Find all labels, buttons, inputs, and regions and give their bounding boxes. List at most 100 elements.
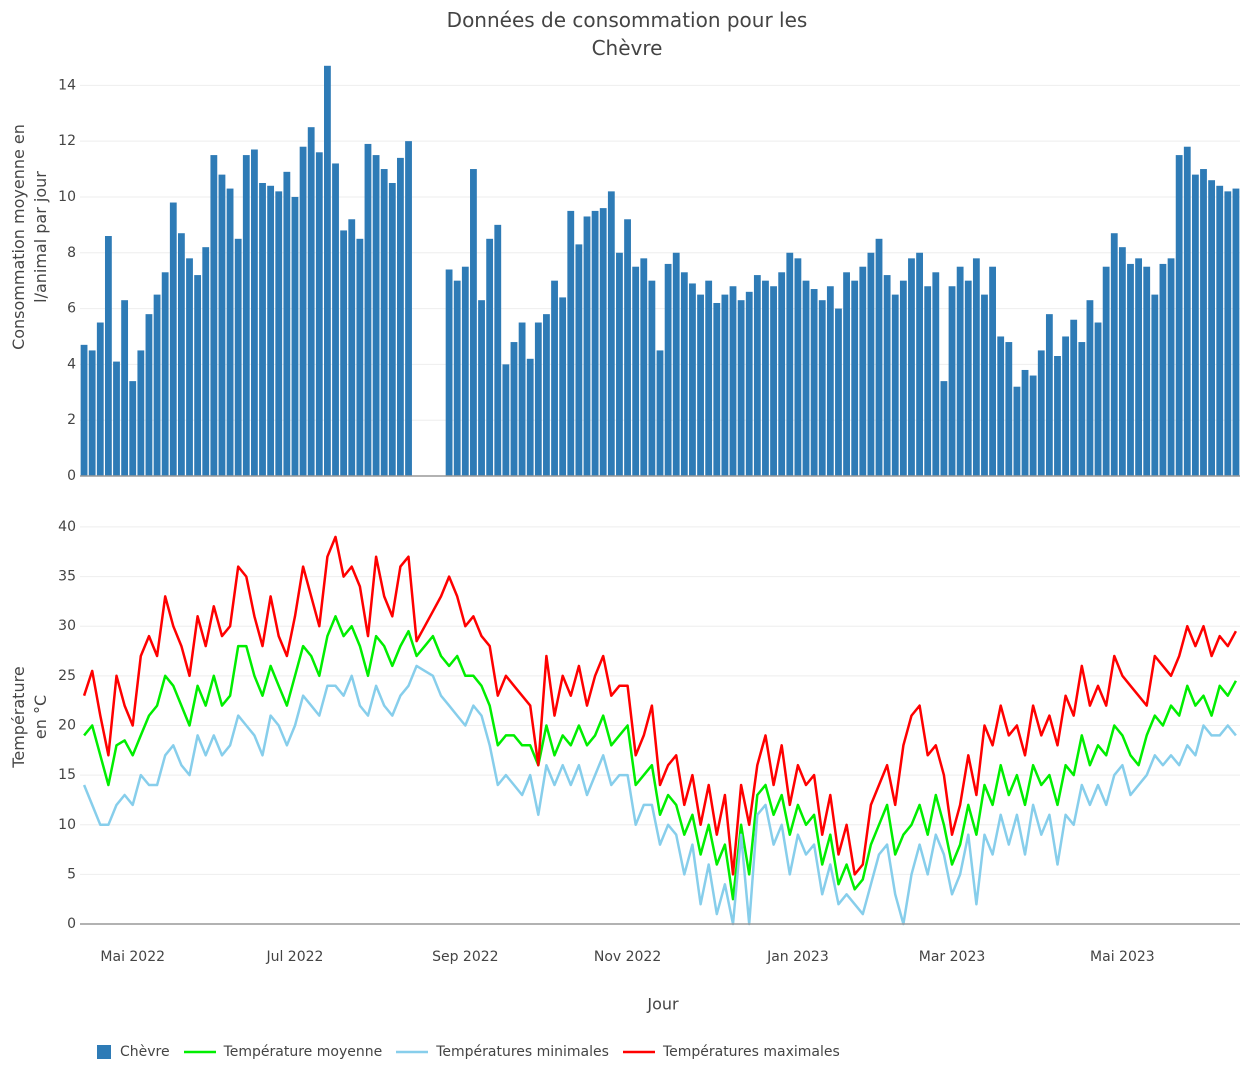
bar xyxy=(177,233,185,476)
y-tick-label: 40 xyxy=(58,519,76,535)
x-tick-label: Jul 2022 xyxy=(265,949,323,965)
bar xyxy=(607,191,615,476)
bar xyxy=(794,258,802,476)
bar xyxy=(1135,258,1143,476)
bar xyxy=(1029,375,1037,476)
line xyxy=(83,615,1237,901)
bar xyxy=(624,219,631,476)
bar xyxy=(145,314,153,476)
bar xyxy=(964,280,972,476)
bar xyxy=(137,350,145,476)
legend-item[interactable]: Température moyenne xyxy=(183,1044,383,1060)
legend-item[interactable]: Chèvre xyxy=(96,1044,170,1060)
bar xyxy=(1143,266,1151,476)
y-tick-label: 0 xyxy=(67,468,76,484)
bar xyxy=(753,275,761,476)
bar xyxy=(583,216,591,476)
bar xyxy=(908,258,915,476)
legend: Chèvre Température moyenne Températures mi… xyxy=(96,1044,840,1060)
bar xyxy=(1118,247,1126,476)
bar xyxy=(242,155,250,477)
bar xyxy=(299,146,307,476)
bar xyxy=(1013,386,1021,476)
bar xyxy=(835,308,842,476)
x-tick-label: Mai 2023 xyxy=(1090,949,1155,965)
bar xyxy=(405,141,412,476)
y-tick-label: 14 xyxy=(58,77,76,93)
bar xyxy=(1175,155,1183,477)
bar xyxy=(315,152,323,476)
bar xyxy=(226,188,234,476)
bar xyxy=(599,208,607,477)
y-tick-label: 15 xyxy=(58,767,76,783)
bar xyxy=(1062,336,1070,476)
bar xyxy=(867,252,875,476)
bar xyxy=(291,196,299,476)
legend-swatch xyxy=(97,1045,111,1059)
bar xyxy=(307,127,315,476)
bar xyxy=(1070,319,1078,476)
bar xyxy=(1216,185,1224,476)
legend-item[interactable]: Températures maximales xyxy=(622,1044,840,1060)
bar xyxy=(388,182,396,477)
bar xyxy=(169,202,177,476)
bar xyxy=(810,289,818,476)
bar xyxy=(802,280,810,476)
bar xyxy=(88,350,96,476)
bar xyxy=(534,322,542,476)
bar xyxy=(899,280,907,476)
bar xyxy=(510,342,518,476)
bar xyxy=(1208,180,1216,476)
bar xyxy=(745,291,753,476)
bar xyxy=(786,252,794,476)
bar xyxy=(859,266,867,476)
bar xyxy=(259,182,266,477)
bar xyxy=(543,314,550,476)
x-tick-label: Mar 2023 xyxy=(919,949,986,965)
line xyxy=(82,535,1237,876)
y-tick-label: 5 xyxy=(67,866,76,882)
y-tick-label: 0 xyxy=(67,916,76,932)
bar xyxy=(883,275,891,476)
bar xyxy=(1183,146,1191,476)
legend-swatch xyxy=(622,1050,655,1054)
bar xyxy=(972,258,980,476)
bar xyxy=(121,300,129,476)
x-tick-label: Jan 2023 xyxy=(766,949,829,965)
bar xyxy=(575,244,583,476)
bar xyxy=(356,238,364,476)
y-tick-label: 8 xyxy=(67,245,76,261)
y-tick-label: 20 xyxy=(58,717,76,733)
bar xyxy=(567,210,575,476)
bar xyxy=(559,297,567,476)
bar xyxy=(843,272,850,476)
bar xyxy=(202,247,210,476)
bar xyxy=(397,157,404,477)
legend-item[interactable]: Températures minimales xyxy=(396,1044,609,1060)
bar xyxy=(632,266,640,476)
bar xyxy=(689,283,696,476)
bar xyxy=(1191,174,1199,476)
bar xyxy=(234,238,242,476)
x-tick-label: Mai 2022 xyxy=(100,949,165,965)
bar xyxy=(591,210,599,476)
bar xyxy=(445,269,453,476)
legend-swatch xyxy=(183,1050,216,1054)
bar xyxy=(470,169,477,477)
bar xyxy=(153,294,161,476)
bar xyxy=(364,143,372,477)
bar xyxy=(1224,191,1232,476)
bar xyxy=(1021,369,1029,476)
bar xyxy=(1037,350,1045,476)
x-axis-label: Jour xyxy=(646,995,679,1014)
bar xyxy=(1167,258,1175,476)
x-tick-label: Nov 2022 xyxy=(594,949,661,965)
legend-mark xyxy=(97,1045,111,1059)
legend-label: Température moyenne xyxy=(223,1044,383,1060)
bar xyxy=(372,155,380,477)
bar xyxy=(526,358,534,476)
bar xyxy=(1045,314,1053,476)
y-tick-label: 30 xyxy=(58,618,76,634)
